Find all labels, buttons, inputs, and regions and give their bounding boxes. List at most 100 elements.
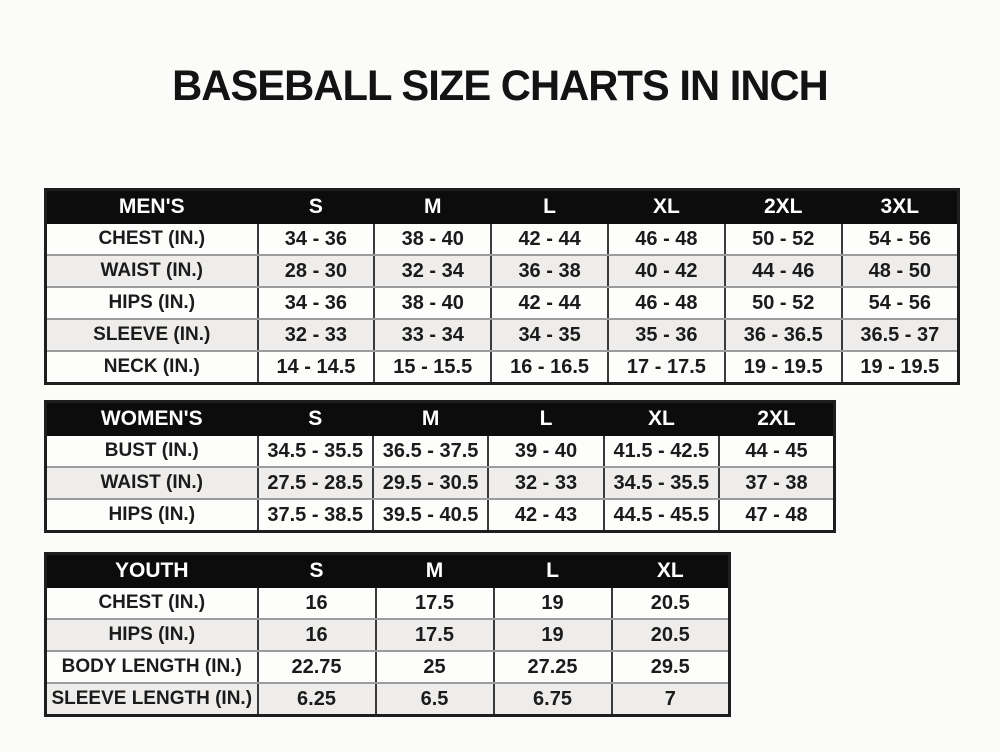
size-cell: 35 - 36 bbox=[606, 318, 726, 352]
size-cell: 36.5 - 37 bbox=[840, 318, 960, 352]
column-header-m: M bbox=[371, 400, 490, 436]
size-cell: 25 bbox=[374, 650, 495, 684]
row-label: HIPS (IN.) bbox=[44, 618, 259, 652]
size-cell: 29.5 - 30.5 bbox=[371, 466, 490, 500]
size-cell: 33 - 34 bbox=[373, 318, 493, 352]
column-header-s: S bbox=[256, 400, 374, 436]
table-title-cell: WOMEN'S bbox=[44, 400, 259, 436]
size-cell: 46 - 48 bbox=[606, 286, 726, 320]
size-cell: 17.5 bbox=[374, 586, 495, 620]
size-cell: 27.25 bbox=[492, 650, 613, 684]
table-row: HIPS (IN.) 34 - 36 38 - 40 42 - 44 46 - 48 50… bbox=[44, 286, 960, 320]
size-cell: 22.75 bbox=[256, 650, 377, 684]
size-cell: 42 - 44 bbox=[490, 222, 609, 256]
column-header-l: L bbox=[490, 188, 609, 224]
size-cell: 44 - 46 bbox=[723, 254, 843, 288]
row-label: BUST (IN.) bbox=[44, 434, 259, 468]
size-cell: 42 - 43 bbox=[487, 498, 605, 533]
size-cell: 6.5 bbox=[374, 682, 495, 717]
column-header-xl: XL bbox=[602, 400, 721, 436]
row-label: SLEEVE LENGTH (IN.) bbox=[44, 682, 259, 717]
size-cell: 6.25 bbox=[256, 682, 377, 717]
size-cell: 44 - 45 bbox=[718, 434, 836, 468]
size-cell: 17 - 17.5 bbox=[606, 350, 726, 385]
column-header-s: S bbox=[256, 188, 376, 224]
row-label: BODY LENGTH (IN.) bbox=[44, 650, 259, 684]
row-label: WAIST (IN.) bbox=[44, 254, 259, 288]
row-label: HIPS (IN.) bbox=[44, 498, 259, 533]
size-cell: 19 - 19.5 bbox=[723, 350, 843, 385]
size-cell: 32 - 33 bbox=[256, 318, 376, 352]
page-title: BASEBALL SIZE CHARTS IN INCH bbox=[172, 62, 829, 110]
column-header-xl: XL bbox=[610, 552, 731, 588]
size-cell: 17.5 bbox=[374, 618, 495, 652]
column-header-2xl: 2XL bbox=[723, 188, 843, 224]
column-header-xl: XL bbox=[606, 188, 726, 224]
size-cell: 40 - 42 bbox=[606, 254, 726, 288]
column-header-s: S bbox=[256, 552, 377, 588]
row-label: NECK (IN.) bbox=[44, 350, 259, 385]
size-cell: 19 bbox=[492, 618, 613, 652]
table-row: BUST (IN.) 34.5 - 35.5 36.5 - 37.5 39 - 40 4… bbox=[44, 434, 836, 468]
row-label: CHEST (IN.) bbox=[44, 222, 259, 256]
table-row: NECK (IN.) 14 - 14.5 15 - 15.5 16 - 16.5 17 … bbox=[44, 350, 960, 385]
size-cell: 36 - 38 bbox=[490, 254, 609, 288]
size-cell: 50 - 52 bbox=[723, 286, 843, 320]
column-header-3xl: 3XL bbox=[840, 188, 960, 224]
size-cell: 48 - 50 bbox=[840, 254, 960, 288]
size-cell: 6.75 bbox=[492, 682, 613, 717]
size-cell: 29.5 bbox=[610, 650, 731, 684]
size-cell: 54 - 56 bbox=[840, 222, 960, 256]
column-header-2xl: 2XL bbox=[718, 400, 836, 436]
table-row: SLEEVE (IN.) 32 - 33 33 - 34 34 - 35 35 - 36… bbox=[44, 318, 960, 352]
table-row: CHEST (IN.) 16 17.5 19 20.5 bbox=[44, 586, 731, 620]
size-cell: 34.5 - 35.5 bbox=[256, 434, 374, 468]
table-row: WAIST (IN.) 28 - 30 32 - 34 36 - 38 40 - 42 4… bbox=[44, 254, 960, 288]
header-row: YOUTH S M L XL bbox=[44, 552, 731, 588]
size-cell: 19 - 19.5 bbox=[840, 350, 960, 385]
size-cell: 37.5 - 38.5 bbox=[256, 498, 374, 533]
size-cell: 20.5 bbox=[610, 618, 731, 652]
size-cell: 34 - 36 bbox=[256, 222, 376, 256]
size-cell: 36.5 - 37.5 bbox=[371, 434, 490, 468]
size-cell: 16 bbox=[256, 618, 377, 652]
size-cell: 38 - 40 bbox=[373, 286, 493, 320]
size-cell: 34 - 35 bbox=[490, 318, 609, 352]
row-label: SLEEVE (IN.) bbox=[44, 318, 259, 352]
size-cell: 39 - 40 bbox=[487, 434, 605, 468]
table-title-cell: YOUTH bbox=[44, 552, 259, 588]
size-cell: 36 - 36.5 bbox=[723, 318, 843, 352]
column-header-m: M bbox=[373, 188, 493, 224]
header-row: WOMEN'S S M L XL 2XL bbox=[44, 400, 836, 436]
size-cell: 16 bbox=[256, 586, 377, 620]
size-cell: 14 - 14.5 bbox=[256, 350, 376, 385]
size-cell: 19 bbox=[492, 586, 613, 620]
table-row: SLEEVE LENGTH (IN.) 6.25 6.5 6.75 7 bbox=[44, 682, 731, 717]
size-cell: 37 - 38 bbox=[718, 466, 836, 500]
size-cell: 27.5 - 28.5 bbox=[256, 466, 374, 500]
youth-size-table: YOUTH S M L XL CHEST (IN.) 16 17.5 19 20.5 HIPS (I… bbox=[44, 552, 731, 717]
row-label: HIPS (IN.) bbox=[44, 286, 259, 320]
size-cell: 39.5 - 40.5 bbox=[371, 498, 490, 533]
column-header-l: L bbox=[492, 552, 613, 588]
table-row: BODY LENGTH (IN.) 22.75 25 27.25 29.5 bbox=[44, 650, 731, 684]
size-cell: 28 - 30 bbox=[256, 254, 376, 288]
row-label: WAIST (IN.) bbox=[44, 466, 259, 500]
size-cell: 34.5 - 35.5 bbox=[602, 466, 721, 500]
size-cell: 34 - 36 bbox=[256, 286, 376, 320]
size-cell: 42 - 44 bbox=[490, 286, 609, 320]
table-row: HIPS (IN.) 37.5 - 38.5 39.5 - 40.5 42 - 43 4… bbox=[44, 498, 836, 533]
size-cell: 32 - 34 bbox=[373, 254, 493, 288]
men-s-size-table: MEN'S S M L XL 2XL 3XL CHEST (IN.) 34 - 36 38 - 4… bbox=[44, 188, 960, 385]
table-title-cell: MEN'S bbox=[44, 188, 259, 224]
table-row: CHEST (IN.) 34 - 36 38 - 40 42 - 44 46 - 48 5… bbox=[44, 222, 960, 256]
size-cell: 32 - 33 bbox=[487, 466, 605, 500]
size-cell: 54 - 56 bbox=[840, 286, 960, 320]
women-s-size-table: WOMEN'S S M L XL 2XL BUST (IN.) 34.5 - 35.5 36.5… bbox=[44, 400, 836, 533]
table-row: HIPS (IN.) 16 17.5 19 20.5 bbox=[44, 618, 731, 652]
size-cell: 44.5 - 45.5 bbox=[602, 498, 721, 533]
size-cell: 20.5 bbox=[610, 586, 731, 620]
column-header-l: L bbox=[487, 400, 605, 436]
column-header-m: M bbox=[374, 552, 495, 588]
size-cell: 16 - 16.5 bbox=[490, 350, 609, 385]
